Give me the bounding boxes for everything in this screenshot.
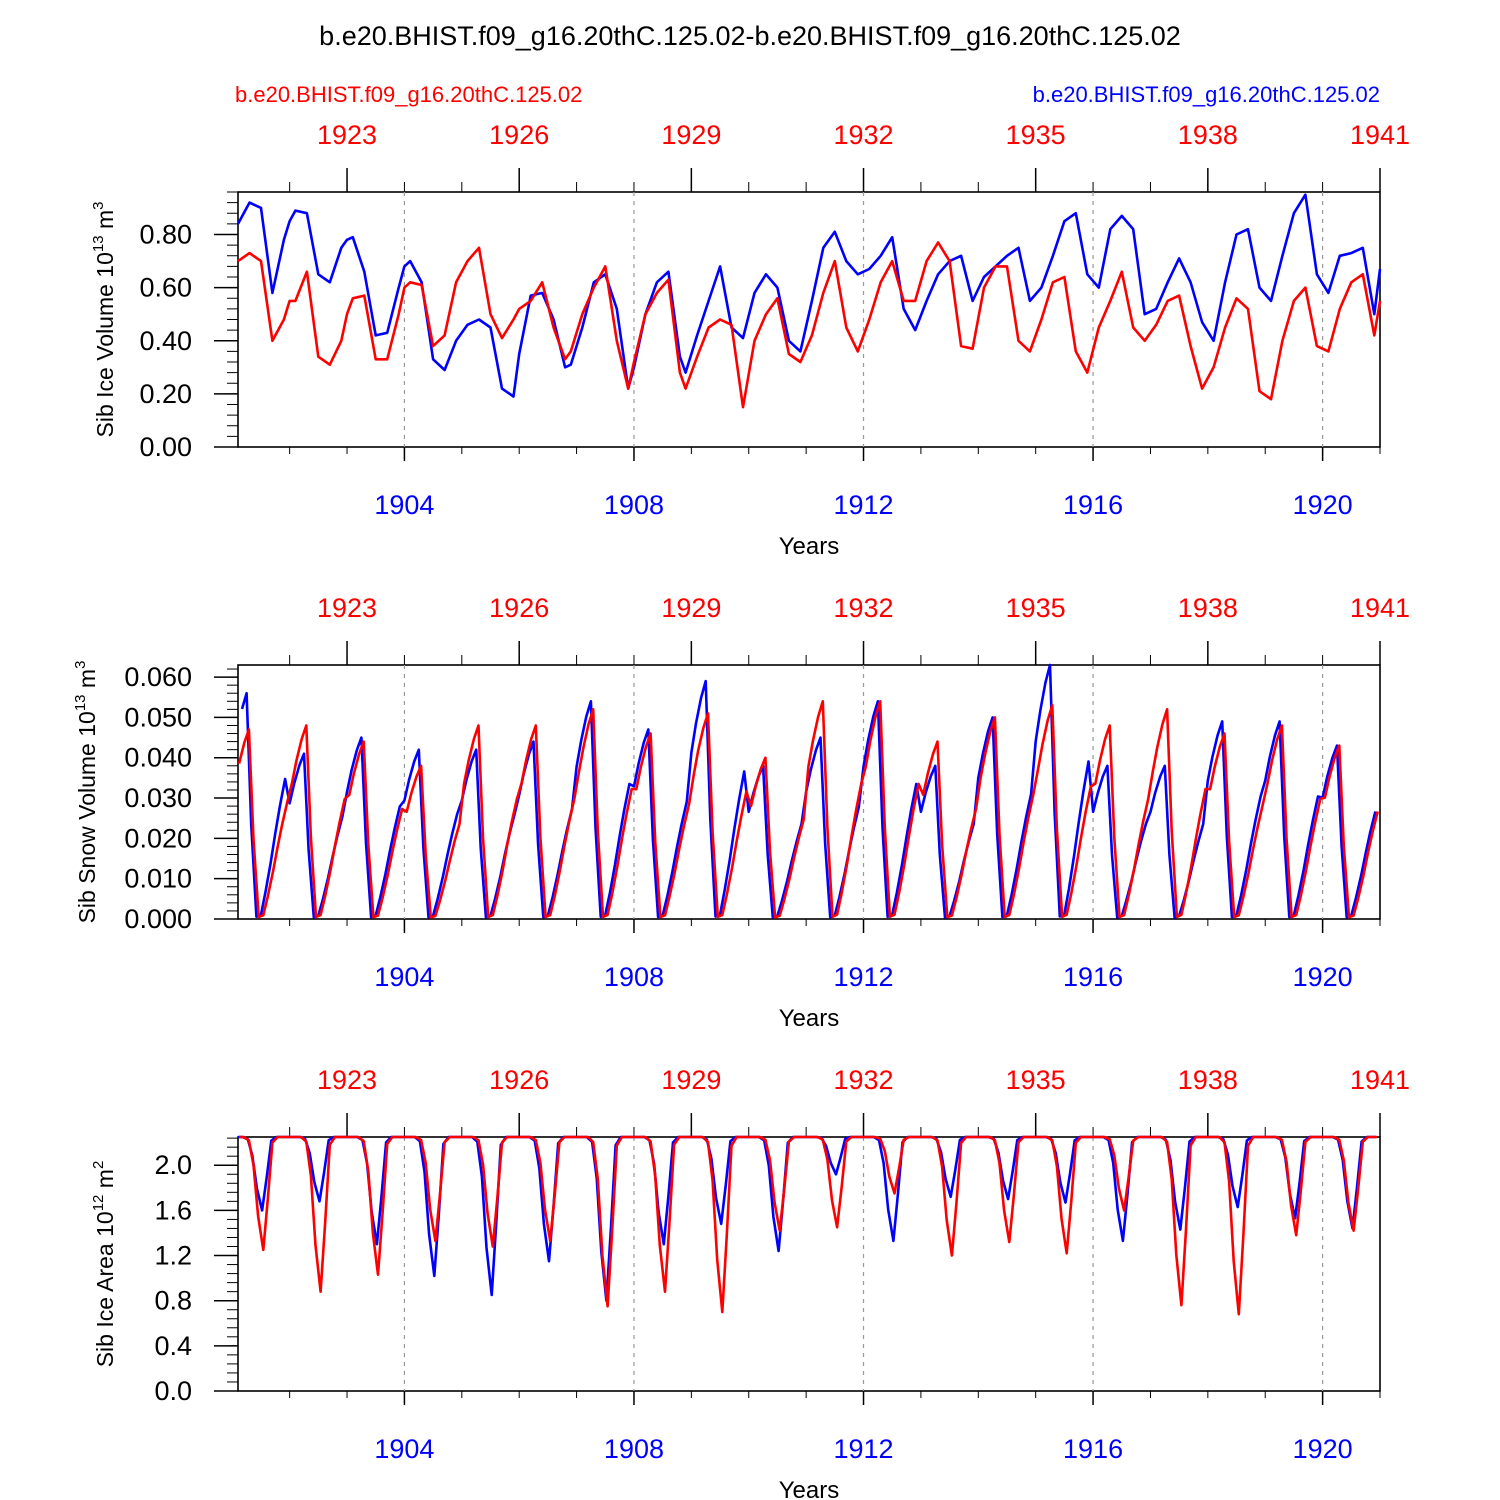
y-tick-label: 0.030: [124, 783, 192, 813]
x-axis-label: Years: [779, 1477, 840, 1500]
legend-left-case: b.e20.BHIST.f09_g16.20thC.125.02: [235, 82, 582, 107]
x-tick-label-top: 1926: [489, 593, 549, 623]
x-tick-label-top: 1929: [661, 593, 721, 623]
x-tick-label-top: 1935: [1006, 120, 1066, 150]
x-tick-label-bottom: 1908: [604, 962, 664, 992]
x-tick-label-bottom: 1916: [1063, 490, 1123, 520]
x-axis-label: Years: [779, 533, 840, 560]
plot-frame: [237, 664, 1381, 920]
y-axis-label: Sib Snow Volume 1013 m3: [72, 661, 100, 924]
x-tick-label-bottom: 1920: [1293, 1434, 1353, 1464]
legend-right-case: b.e20.BHIST.f09_g16.20thC.125.02: [1033, 82, 1380, 107]
x-tick-label-top: 1938: [1178, 1065, 1238, 1095]
x-tick-label-top: 1935: [1006, 593, 1066, 623]
chart-panel-2: 1904 1908 1912 1916 1920 1923 1926 1929 1932 1935…: [72, 593, 1410, 1032]
series-line-red: [239, 1135, 1378, 1316]
x-tick-label-top: 1941: [1350, 1065, 1410, 1095]
chart-panel-1: 1904 1908 1912 1916 1920 1923 1926 1929 1932 1935…: [90, 120, 1410, 560]
x-tick-label-bottom: 1912: [833, 1434, 893, 1464]
x-tick-label-bottom: 1908: [604, 1434, 664, 1464]
y-tick-label: 2.0: [154, 1150, 192, 1180]
figure-title: b.e20.BHIST.f09_g16.20thC.125.02-b.e20.B…: [319, 21, 1181, 51]
x-tick-label-top: 1941: [1350, 120, 1410, 150]
y-tick-label: 0.60: [139, 273, 192, 303]
x-tick-label-bottom: 1904: [374, 490, 434, 520]
x-tick-label-bottom: 1916: [1063, 962, 1123, 992]
x-tick-label-top: 1926: [489, 1065, 549, 1095]
x-tick-label-bottom: 1920: [1293, 490, 1353, 520]
y-tick-label: 0.8: [154, 1286, 192, 1316]
panels: 1904 1908 1912 1916 1920 1923 1926 1929 1932 1935…: [72, 120, 1410, 1500]
x-tick-label-top: 1938: [1178, 120, 1238, 150]
y-axis-label: Sib Ice Volume 1013 m3: [90, 202, 118, 438]
y-tick-label: 0.4: [154, 1331, 192, 1361]
y-tick-label: 0.80: [139, 220, 192, 250]
x-tick-label-top: 1926: [489, 120, 549, 150]
y-tick-label: 0.020: [124, 823, 192, 853]
y-tick-label: 0.20: [139, 379, 192, 409]
x-axis-label: Years: [779, 1005, 840, 1032]
x-tick-label-top: 1929: [661, 120, 721, 150]
y-axis-label: Sib Ice Area 1012 m2: [90, 1161, 118, 1368]
x-tick-label-top: 1932: [833, 120, 893, 150]
y-tick-label: 0.060: [124, 662, 192, 692]
y-tick-label: 0.050: [124, 702, 192, 732]
x-tick-label-top: 1923: [317, 1065, 377, 1095]
y-tick-label: 0.010: [124, 864, 192, 894]
x-tick-label-top: 1932: [833, 593, 893, 623]
x-tick-label-bottom: 1908: [604, 490, 664, 520]
x-tick-label-top: 1929: [661, 1065, 721, 1095]
x-tick-label-bottom: 1920: [1293, 962, 1353, 992]
y-tick-label: 0.40: [139, 326, 192, 356]
series-line-red: [237, 241, 1382, 409]
series-line-red: [237, 700, 1379, 919]
series-line-blue: [238, 1135, 1376, 1302]
y-tick-label: 1.6: [154, 1195, 192, 1225]
x-tick-label-top: 1941: [1350, 593, 1410, 623]
x-tick-label-top: 1923: [317, 120, 377, 150]
x-tick-label-bottom: 1912: [833, 962, 893, 992]
y-tick-label: 0.040: [124, 743, 192, 773]
y-tick-label: 0.00: [139, 432, 192, 462]
x-tick-label-bottom: 1912: [833, 490, 893, 520]
x-tick-label-bottom: 1904: [374, 962, 434, 992]
y-tick-label: 0.000: [124, 904, 192, 934]
plot-frame: [237, 1136, 1381, 1392]
y-tick-label: 1.2: [154, 1241, 192, 1271]
series-line-blue: [236, 193, 1382, 398]
x-tick-label-bottom: 1904: [374, 1434, 434, 1464]
x-tick-label-top: 1938: [1178, 593, 1238, 623]
plot-frame: [237, 191, 1381, 448]
chart-panel-3: 1904 1908 1912 1916 1920 1923 1926 1929 1932 1935…: [90, 1065, 1410, 1500]
x-tick-label-top: 1935: [1006, 1065, 1066, 1095]
x-tick-label-top: 1923: [317, 593, 377, 623]
x-tick-label-bottom: 1916: [1063, 1434, 1123, 1464]
x-tick-label-top: 1932: [833, 1065, 893, 1095]
y-tick-label: 0.0: [154, 1376, 192, 1406]
